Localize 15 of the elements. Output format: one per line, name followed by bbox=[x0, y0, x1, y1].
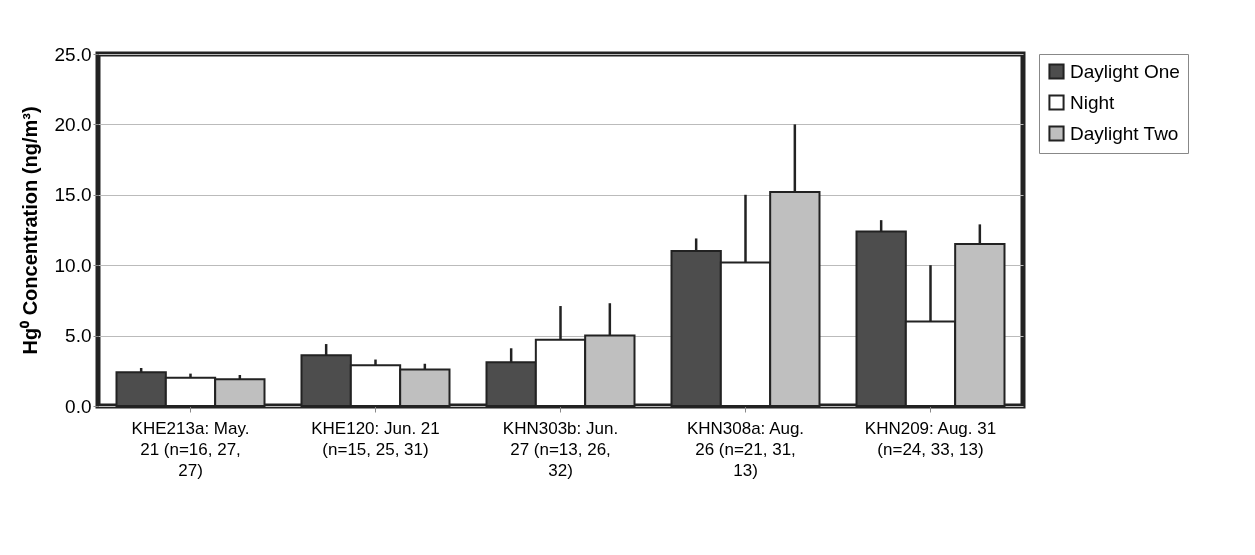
y-tick-label: 10.0 bbox=[54, 254, 92, 276]
y-tick-label: 25.0 bbox=[54, 43, 92, 65]
y-tick-label: 0.0 bbox=[65, 395, 92, 417]
x-tick-label: KHN303b: Jun. 27 (n=13, 26, 32) bbox=[502, 418, 619, 480]
y-axis-title: Hg⁰ Concentration (ng/m³) bbox=[18, 106, 41, 355]
x-tick-label: KHN209: Aug. 31 (n=24, 33, 13) bbox=[864, 418, 997, 459]
y-tick-label: 5.0 bbox=[65, 325, 92, 347]
y-tick-label: 20.0 bbox=[54, 113, 92, 135]
legend-label: Daylight Two bbox=[1070, 122, 1179, 144]
y-tick-label: 15.0 bbox=[54, 184, 92, 206]
x-tick-label: KHE213a: May. 21 (n=16, 27, 27) bbox=[131, 418, 250, 480]
legend-label: Daylight One bbox=[1070, 60, 1180, 82]
x-tick-label: KHE120: Jun. 21 (n=15, 25, 31) bbox=[311, 418, 440, 459]
legend-label: Night bbox=[1070, 91, 1116, 113]
x-tick-label: KHN308a: Aug. 26 (n=21, 31, 13) bbox=[686, 418, 805, 480]
